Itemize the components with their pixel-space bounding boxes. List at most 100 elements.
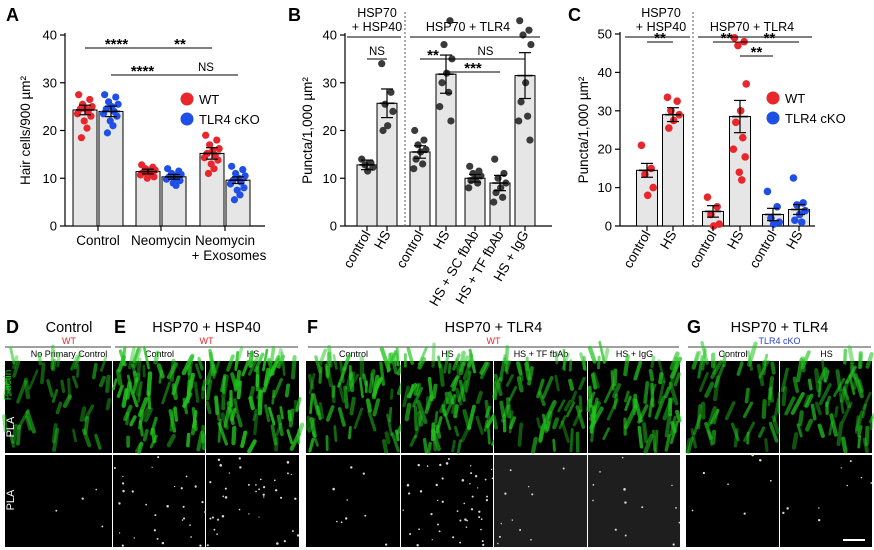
actin-fiber: [332, 353, 338, 370]
actin-fiber: [730, 422, 740, 442]
actin-fiber: [771, 415, 781, 435]
actin-fiber: [568, 378, 575, 391]
actin-fiber: [182, 397, 189, 415]
actin-fiber: [72, 428, 77, 443]
pla-puncta: [435, 483, 438, 487]
actin-fiber: [612, 368, 618, 387]
actin-fiber: [722, 352, 727, 367]
x-group-label: + Exosomes: [192, 248, 267, 263]
actin-fiber: [443, 349, 451, 374]
actin-fiber: [137, 441, 144, 454]
actin-fiber: [219, 373, 227, 393]
actin-fiber: [835, 369, 843, 393]
actin-fiber: [12, 355, 19, 370]
background-haze: [588, 455, 680, 547]
data-point: [524, 112, 532, 120]
actin-fiber: [586, 398, 591, 412]
actin-fiber: [654, 395, 666, 420]
actin-fiber: [149, 434, 158, 449]
panel-label-f: F: [307, 317, 318, 337]
data-point: [649, 183, 658, 192]
background-haze: [494, 455, 587, 547]
actin-fiber: [464, 370, 472, 393]
legend-label: TLR4 cKO: [785, 111, 846, 126]
actin-fiber: [226, 354, 235, 372]
actin-fiber: [142, 428, 149, 442]
data-point: [419, 160, 427, 168]
actin-fiber: [675, 409, 682, 423]
pla-puncta: [95, 488, 98, 491]
actin-fiber: [742, 401, 754, 418]
actin-fiber: [55, 401, 63, 415]
significance-label: ****: [105, 36, 129, 53]
actin-fiber: [578, 376, 586, 391]
pla-puncta: [201, 500, 204, 504]
data-point: [526, 136, 534, 144]
actin-fiber: [842, 385, 850, 400]
actin-fiber: [358, 377, 364, 398]
actin-fiber: [768, 421, 779, 443]
pla-puncta: [81, 497, 84, 500]
significance-label: **: [764, 30, 776, 47]
actin-fiber: [563, 399, 572, 412]
data-point: [387, 88, 395, 96]
significance-label: ****: [131, 63, 155, 80]
data-point: [445, 88, 453, 96]
actin-fiber: [862, 391, 872, 410]
actin-fiber: [558, 415, 567, 430]
data-point: [436, 103, 444, 111]
significance-label: NS: [369, 46, 385, 58]
data-point: [87, 112, 95, 120]
pla-puncta: [437, 499, 439, 502]
data-point: [490, 198, 498, 206]
y-axis-label: Hair cells/900 µm²: [18, 75, 33, 185]
actin-fiber: [367, 410, 377, 432]
actin-fiber: [40, 362, 46, 385]
actin-fiber: [92, 362, 98, 380]
x-group-label: Neomycin: [131, 233, 191, 248]
genotype-label: TLR4 cKO: [758, 336, 800, 346]
pla-puncta: [131, 490, 134, 493]
pla-puncta: [416, 544, 419, 547]
actin-fiber: [37, 352, 43, 366]
actin-fiber: [784, 396, 796, 416]
actin-fiber: [208, 351, 216, 377]
actin-fiber: [848, 374, 856, 396]
pla-puncta: [228, 472, 231, 474]
pla-puncta: [478, 516, 481, 519]
actin-fiber: [857, 425, 863, 438]
pla-puncta: [204, 511, 206, 513]
pla-puncta: [759, 458, 762, 462]
y-tick-label: 10: [323, 171, 337, 186]
actin-fiber: [606, 398, 619, 421]
data-point: [709, 222, 718, 230]
pla-puncta: [121, 482, 125, 485]
pla-puncta: [599, 471, 601, 473]
actin-fiber: [395, 346, 400, 367]
actin-fiber: [843, 348, 848, 365]
pla-puncta: [182, 517, 186, 520]
pla-puncta: [238, 457, 241, 460]
actin-fiber: [233, 398, 239, 415]
data-point: [384, 122, 392, 130]
actin-fiber: [817, 381, 822, 398]
actin-fiber: [829, 413, 838, 437]
pla-puncta: [614, 528, 617, 531]
actin-fiber: [643, 433, 654, 454]
pla-puncta: [817, 518, 821, 522]
data-point: [517, 98, 525, 106]
pla-puncta: [519, 528, 522, 531]
pla-puncta: [296, 534, 300, 537]
data-point: [241, 172, 249, 180]
x-category-label: HS: [724, 228, 746, 252]
pla-puncta: [217, 458, 221, 462]
actin-fiber: [112, 378, 118, 391]
pla-puncta: [216, 533, 218, 536]
actin-fiber: [453, 404, 459, 419]
actin-fiber: [578, 395, 583, 413]
legend-marker: [180, 92, 194, 106]
actin-fiber: [746, 341, 758, 367]
pla-puncta: [362, 472, 365, 475]
pla-puncta: [209, 517, 212, 520]
